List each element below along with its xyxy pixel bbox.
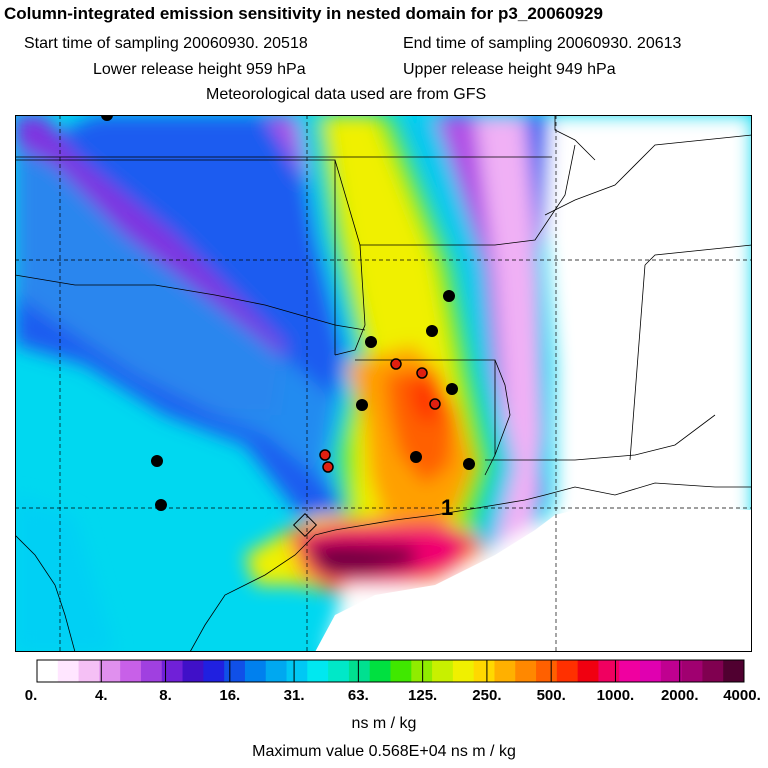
colorbar-cells	[37, 660, 745, 682]
colorbar-cell	[265, 660, 288, 682]
colorbar-cell	[348, 660, 371, 682]
release-marker	[292, 512, 318, 538]
colorbar-cell	[37, 660, 59, 682]
max-value-label: Maximum value 0.568E+04 ns m / kg	[252, 743, 516, 760]
station-dot	[151, 455, 163, 467]
colorbar-cell	[452, 660, 475, 682]
colorbar-tick-label: 8.	[159, 687, 172, 704]
sensitivity-map: 1	[15, 115, 752, 652]
colorbar-cell	[515, 660, 537, 682]
colorbar-cell	[328, 660, 350, 682]
colorbar-cell	[640, 660, 662, 682]
highlight-station	[322, 461, 334, 473]
colorbar-cell	[598, 660, 620, 682]
colorbar-cell	[369, 660, 391, 682]
colorbar-tick-label: 2000.	[661, 687, 699, 704]
start-time-label: Start time of sampling 20060930. 20518	[24, 35, 308, 52]
met-data-label: Meteorological data used are from GFS	[206, 86, 487, 103]
colorbar-cell	[99, 660, 121, 682]
station-dot	[155, 499, 167, 511]
colorbar-cell	[723, 660, 745, 682]
colorbar: 0. 4. 8. 16. 31. 63. 125. 250. 500. 1000. 2000. 400…	[25, 659, 761, 760]
colorbar-tick-label: 31.	[284, 687, 305, 704]
station-dot	[356, 399, 368, 411]
colorbar-tick-label: 0.	[25, 687, 38, 704]
colorbar-cell	[660, 660, 683, 682]
colorbar-tick-label: 250.	[472, 687, 501, 704]
highlight-station	[390, 358, 402, 370]
colorbar-cell	[307, 660, 329, 682]
colorbar-tick-label: 125.	[408, 687, 437, 704]
colorbar-cell	[681, 660, 703, 682]
colorbar-tick-label: 4.	[95, 687, 108, 704]
grid-lines	[15, 115, 752, 652]
highlight-station	[416, 367, 428, 379]
colorbar-tick-label: 63.	[348, 687, 369, 704]
colorbar-cell	[224, 660, 246, 682]
colorbar-units: ns m / kg	[352, 715, 417, 732]
sensitivity-field	[15, 115, 752, 652]
upper-release-label: Upper release height 949 hPa	[403, 61, 616, 78]
colorbar-cell	[120, 660, 142, 682]
colorbar-cell	[556, 660, 579, 682]
colorbar-cell	[702, 660, 724, 682]
colorbar-cell	[411, 660, 433, 682]
colorbar-cell	[286, 660, 308, 682]
end-time-label: End time of sampling 20060930. 20613	[403, 35, 682, 52]
lower-release-label: Lower release height 959 hPa	[93, 61, 306, 78]
colorbar-cell	[432, 660, 454, 682]
colorbar-cell	[619, 660, 641, 682]
colorbar-tick-label: 4000.	[723, 687, 761, 704]
colorbar-tick-label: 500.	[537, 687, 566, 704]
colorbar-cell	[473, 660, 495, 682]
station-dot	[443, 290, 455, 302]
colorbar-cell	[203, 660, 225, 682]
release-number-label: 1	[441, 495, 453, 520]
colorbar-cell	[182, 660, 204, 682]
colorbar-cell	[78, 660, 100, 682]
station-dot	[365, 336, 377, 348]
station-dot	[426, 325, 438, 337]
colorbar-tick-label: 16.	[219, 687, 240, 704]
colorbar-cell	[57, 660, 80, 682]
station-dot	[446, 383, 458, 395]
colorbar-cell	[536, 660, 558, 682]
colorbar-cell	[244, 660, 267, 682]
station-dot	[463, 458, 475, 470]
station-markers	[101, 115, 475, 511]
colorbar-cell	[390, 660, 412, 682]
highlight-station	[429, 398, 441, 410]
boundary-lines	[15, 115, 752, 652]
station-dot	[101, 115, 113, 121]
colorbar-cell	[140, 660, 163, 682]
colorbar-tick-label: 1000.	[597, 687, 635, 704]
map-title: Column-integrated emission sensitivity i…	[4, 4, 603, 23]
highlight-station	[319, 449, 331, 461]
colorbar-cell	[577, 660, 599, 682]
map-frame	[15, 115, 752, 652]
colorbar-ticks: 0. 4. 8. 16. 31. 63. 125. 250. 500. 1000. 2000. 400…	[25, 660, 761, 704]
colorbar-cell	[161, 660, 184, 682]
station-dot	[410, 451, 422, 463]
colorbar-cell	[494, 660, 516, 682]
